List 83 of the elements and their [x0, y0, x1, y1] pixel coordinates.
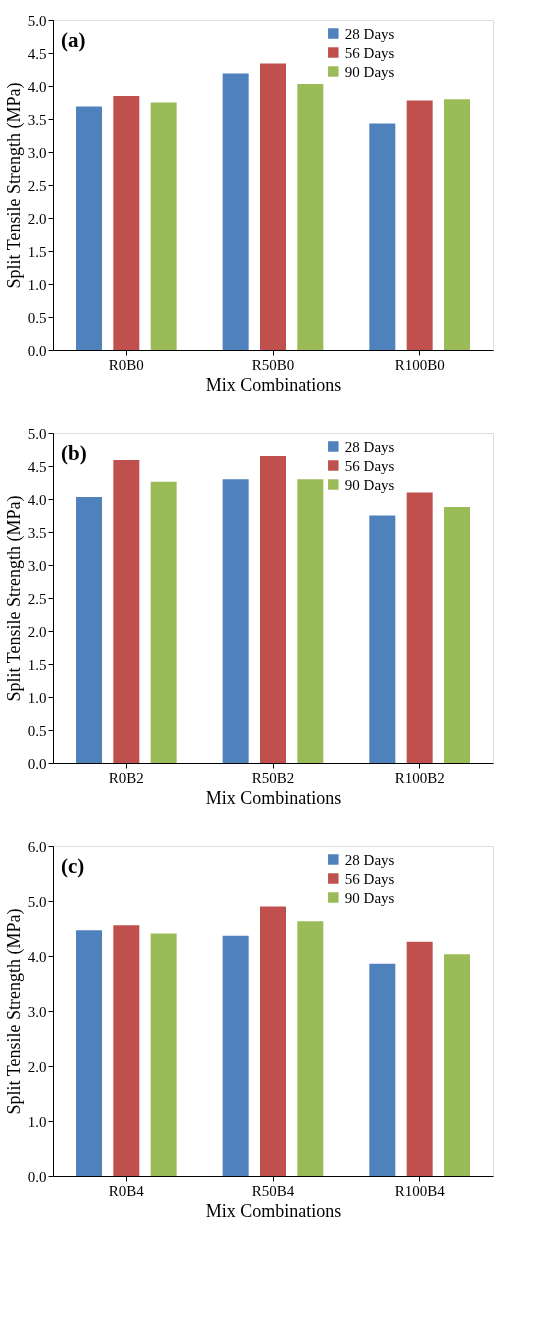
y-tick-label: 5.0 — [27, 425, 47, 442]
y-tick-label: 1.0 — [27, 276, 47, 293]
x-tick-label: R100B4 — [394, 1182, 446, 1199]
bar — [369, 515, 396, 763]
bar — [260, 63, 286, 350]
bar — [444, 506, 470, 763]
y-tick-label: 0.0 — [27, 755, 47, 772]
y-tick-label: 2.0 — [27, 210, 47, 227]
y-tick-label: 3.5 — [27, 524, 47, 541]
y-tick-label: 3.0 — [27, 144, 47, 161]
y-tick-label: 5.0 — [27, 893, 47, 910]
legend-label: 28 Days — [344, 25, 395, 42]
x-tick-label: R0B0 — [108, 356, 144, 373]
bar — [113, 95, 140, 350]
x-tick-label: R50B0 — [251, 356, 295, 373]
bar — [150, 933, 177, 1176]
bar — [297, 921, 324, 1176]
y-tick-label: 4.0 — [27, 491, 47, 508]
y-tick-label: 3.5 — [27, 111, 47, 128]
y-axis-title: Split Tensile Strength (MPa) — [3, 495, 25, 702]
bar — [113, 460, 140, 763]
y-tick-label: 3.0 — [27, 557, 47, 574]
y-tick-label: 2.5 — [27, 590, 47, 607]
legend-label: 28 Days — [344, 438, 395, 455]
x-tick-label: R0B2 — [108, 769, 144, 786]
legend-label: 56 Days — [344, 870, 395, 887]
bar — [369, 963, 396, 1176]
y-tick-label: 0.5 — [27, 722, 47, 739]
bar — [444, 954, 470, 1176]
x-axis-title: Mix Combinations — [205, 1200, 342, 1221]
y-tick-label: 1.0 — [27, 1113, 47, 1130]
bar — [76, 497, 102, 763]
y-axis-title: Split Tensile Strength (MPa) — [3, 908, 25, 1115]
y-tick-label: 1.5 — [27, 243, 47, 260]
bar — [222, 935, 249, 1176]
bar — [260, 456, 286, 763]
x-tick-label: R50B2 — [251, 769, 295, 786]
x-tick-label: R100B0 — [394, 356, 445, 373]
y-tick-label: 6.0 — [27, 838, 47, 855]
y-tick-label: 5.0 — [27, 12, 47, 29]
annotation: (c) — [61, 854, 85, 878]
bar — [369, 123, 396, 350]
y-tick-label: 0.5 — [27, 309, 47, 326]
bar — [297, 479, 324, 763]
bar — [76, 930, 102, 1176]
x-tick-label: R100B2 — [394, 769, 445, 786]
bar — [444, 99, 470, 350]
bar — [222, 73, 249, 350]
bar — [297, 84, 324, 350]
y-tick-label: 4.0 — [27, 78, 47, 95]
bar — [76, 106, 102, 350]
y-tick-label: 4.5 — [27, 45, 47, 62]
bar — [150, 102, 177, 350]
bar — [222, 479, 249, 763]
y-tick-label: 2.5 — [27, 177, 47, 194]
y-axis-title: Split Tensile Strength (MPa) — [3, 82, 25, 289]
y-tick-label: 4.0 — [27, 948, 47, 965]
y-tick-label: 0.0 — [27, 1168, 47, 1185]
bar — [260, 906, 286, 1176]
bar — [406, 100, 433, 350]
legend-label: 56 Days — [344, 44, 395, 61]
legend-label: 90 Days — [344, 476, 395, 493]
annotation: (a) — [61, 28, 86, 52]
y-tick-label: 3.0 — [27, 1003, 47, 1020]
y-tick-label: 0.0 — [27, 342, 47, 359]
x-axis-title: Mix Combinations — [205, 374, 342, 395]
bar — [406, 941, 433, 1176]
legend-label: 28 Days — [344, 851, 395, 868]
x-tick-label: R0B4 — [108, 1182, 145, 1199]
legend-label: 90 Days — [344, 889, 395, 906]
bar — [406, 492, 433, 763]
x-axis-title: Mix Combinations — [205, 787, 342, 808]
bar — [150, 481, 177, 763]
y-tick-label: 1.0 — [27, 689, 47, 706]
annotation: (b) — [61, 441, 87, 465]
legend-label: 90 Days — [344, 63, 395, 80]
x-tick-label: R50B4 — [251, 1182, 295, 1199]
y-tick-label: 1.5 — [27, 656, 47, 673]
y-tick-label: 2.0 — [27, 623, 47, 640]
y-tick-label: 2.0 — [27, 1058, 47, 1075]
legend-label: 56 Days — [344, 457, 395, 474]
y-tick-label: 4.5 — [27, 458, 47, 475]
bar — [113, 925, 140, 1176]
